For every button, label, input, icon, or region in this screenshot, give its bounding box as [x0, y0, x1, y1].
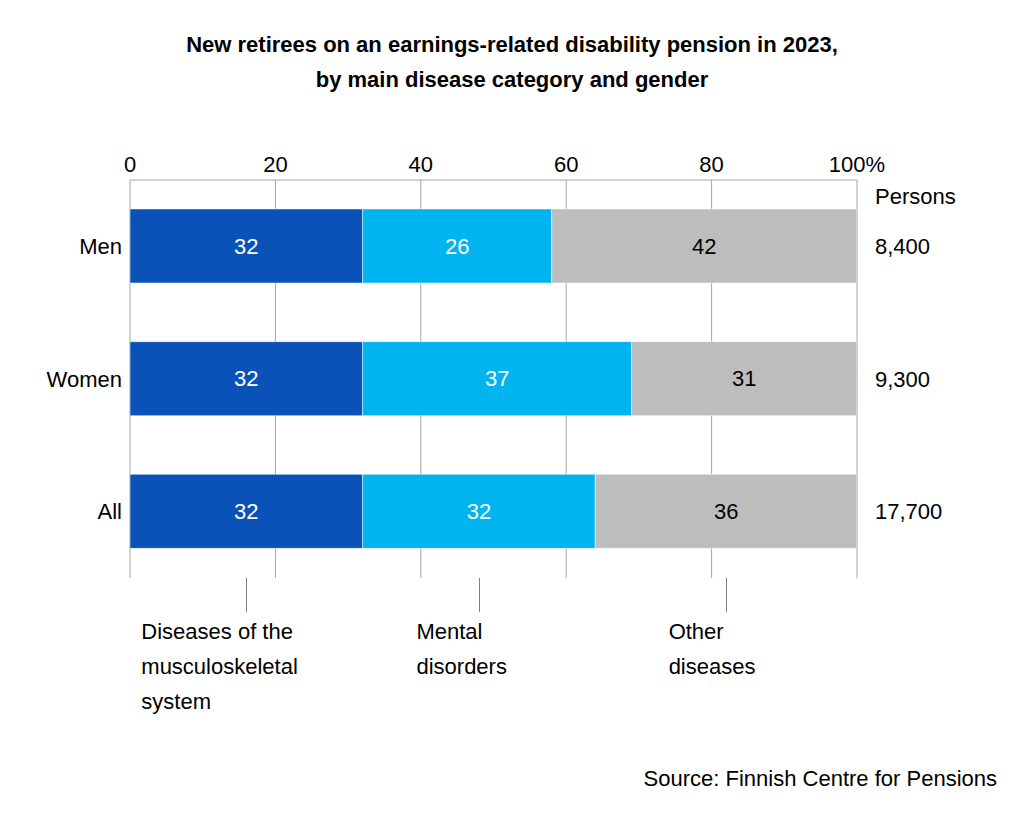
html-text:Mental disorders: Mental disorders	[416, 619, 507, 679]
html-text:Diseases of the musculoskeleta: Diseases of the musculoskeletal system	[141, 619, 298, 714]
svg-text:Men: Men	[79, 234, 122, 259]
svg-text:80: 80	[699, 152, 723, 177]
svg-text:32: 32	[234, 366, 258, 391]
html-text:by main disease category and g: by main disease category and gender	[315, 67, 709, 92]
svg-text:40: 40	[409, 152, 433, 177]
svg-text:17,700: 17,700	[875, 499, 942, 524]
svg-text:0: 0	[124, 152, 136, 177]
svg-text:20: 20	[263, 152, 287, 177]
html-text:New retirees on an earnings-re: New retirees on an earnings-related disa…	[186, 32, 838, 57]
svg-text:32: 32	[234, 499, 258, 524]
svg-text:26: 26	[445, 234, 469, 259]
svg-text:31: 31	[732, 366, 756, 391]
svg-text:32: 32	[234, 234, 258, 259]
svg-text:32: 32	[467, 499, 491, 524]
html-text:Other diseases: Other diseases	[668, 619, 756, 679]
svg-text:42: 42	[692, 234, 716, 259]
html-text:Source: Finnish Centre for Pen: Source: Finnish Centre for Pensions	[643, 766, 997, 791]
svg-text:Women: Women	[47, 367, 122, 392]
svg-text:60: 60	[554, 152, 578, 177]
svg-text:100%: 100%	[829, 152, 885, 177]
svg-text:37: 37	[485, 366, 509, 391]
html-text:Persons: Persons	[875, 184, 956, 209]
svg-text:All: All	[98, 499, 122, 524]
svg-text:9,300: 9,300	[875, 367, 930, 392]
svg-text:8,400: 8,400	[875, 234, 930, 259]
svg-text:36: 36	[714, 499, 738, 524]
